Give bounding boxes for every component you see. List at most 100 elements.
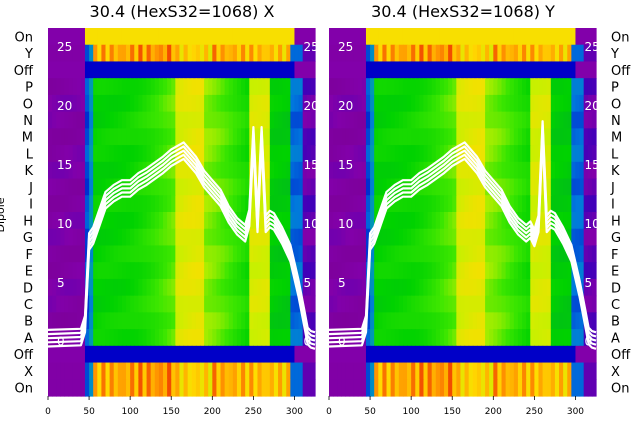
heatmap-cell [554, 128, 560, 146]
heatmap-cell [187, 94, 193, 113]
heatmap-cell [337, 278, 342, 297]
heatmap-cell [579, 111, 585, 129]
heatmap-cell [306, 78, 312, 96]
heatmap-cell [522, 379, 527, 397]
heatmap-cell [126, 379, 131, 397]
heatmap-cell [269, 345, 275, 364]
heatmap-cell [374, 28, 379, 46]
heatmap-cell [534, 379, 540, 397]
heatmap-cell [419, 262, 425, 280]
heatmap-cell [431, 44, 437, 63]
heatmap-cell [501, 145, 507, 163]
heatmap-cell [460, 161, 466, 180]
heatmap-cell [64, 78, 70, 96]
heatmap-cell [402, 212, 408, 230]
heatmap-cell [113, 61, 119, 79]
heatmap-cell [76, 145, 82, 163]
heatmap-cell [452, 145, 457, 163]
heatmap-cell [191, 329, 197, 347]
heatmap-cell [80, 94, 86, 113]
heatmap-cell [171, 195, 176, 213]
heatmap-cell [341, 161, 347, 180]
heatmap-cell [64, 228, 70, 247]
heatmap-cell [175, 245, 181, 263]
heatmap-cell [394, 362, 400, 380]
heatmap-cell [439, 278, 445, 297]
heatmap-cell [329, 195, 334, 213]
heatmap-cell [452, 28, 457, 46]
heatmap-cell [249, 44, 254, 63]
heatmap-cell [423, 379, 429, 397]
heatmap-cell [550, 78, 556, 96]
heatmap-cell [402, 329, 408, 347]
heatmap-cell [575, 228, 581, 247]
heatmap-cell [464, 195, 470, 213]
heatmap-cell [117, 329, 123, 347]
heatmap-cell [89, 212, 94, 230]
heatmap-cell [431, 128, 437, 146]
heatmap-cell [431, 262, 437, 280]
heatmap-cell [48, 78, 53, 96]
heatmap-cell [583, 44, 589, 63]
heatmap-cell [101, 228, 107, 247]
heatmap-cell [329, 44, 334, 63]
heatmap-cell [306, 94, 312, 113]
heatmap-cell [241, 262, 246, 280]
heatmap-cell [538, 61, 544, 79]
heatmap-cell [559, 128, 564, 146]
heatmap-cell [126, 111, 131, 129]
heatmap-row [329, 278, 597, 297]
heatmap-row [48, 345, 316, 364]
heatmap-cell [48, 295, 53, 313]
heatmap-cell [163, 94, 168, 113]
heatmap-cell [146, 78, 152, 96]
heatmap-cell [480, 78, 486, 96]
heatmap-cell [476, 379, 482, 397]
heatmap-cell [80, 345, 86, 364]
heatmap-cell [199, 262, 205, 280]
heatmap-cell [224, 262, 230, 280]
heatmap-cell [208, 111, 213, 129]
heatmap-cell [365, 212, 371, 230]
heatmap-cell [563, 178, 568, 196]
heatmap-cell [476, 228, 482, 247]
heatmap-cell [575, 212, 581, 230]
heatmap-cell [427, 178, 433, 196]
heatmap-cell [294, 312, 300, 330]
heatmap-cell [357, 245, 363, 263]
heatmap-cell [183, 295, 189, 313]
heatmap-cell [501, 362, 507, 380]
heatmap-cell [261, 362, 267, 380]
heatmap-cell [431, 362, 437, 380]
heatmap-cell [84, 44, 90, 63]
heatmap-cell [476, 178, 482, 196]
overlay-y-tick-label: 10 [338, 217, 353, 231]
heatmap-cell [493, 362, 499, 380]
heatmap-cell [109, 262, 115, 280]
heatmap-cell [261, 94, 267, 113]
heatmap-cell [199, 178, 205, 196]
heatmap-cell [282, 161, 287, 180]
heatmap-cell [241, 345, 246, 364]
heatmap-cell [542, 228, 548, 247]
heatmap-cell [497, 312, 503, 330]
heatmap-cell [538, 262, 544, 280]
heatmap-cell [117, 61, 123, 79]
heatmap-cell [349, 278, 355, 297]
heatmap-cell [513, 312, 519, 330]
heatmap-cell [522, 245, 527, 263]
heatmap-cell [435, 312, 441, 330]
heatmap-cell [195, 362, 201, 380]
heatmap-cell [357, 278, 363, 297]
heatmap-cell [216, 94, 222, 113]
heatmap-cell [208, 44, 213, 63]
heatmap-cell [337, 228, 342, 247]
heatmap-cell [444, 245, 449, 263]
heatmap-cell [398, 61, 404, 79]
heatmap-cell [290, 312, 296, 330]
heatmap-cell [187, 212, 193, 230]
heatmap-cell [439, 362, 445, 380]
heatmap-cell [505, 111, 511, 129]
heatmap-cell [113, 345, 119, 364]
overlay-y-tick-label: 5 [57, 276, 65, 290]
